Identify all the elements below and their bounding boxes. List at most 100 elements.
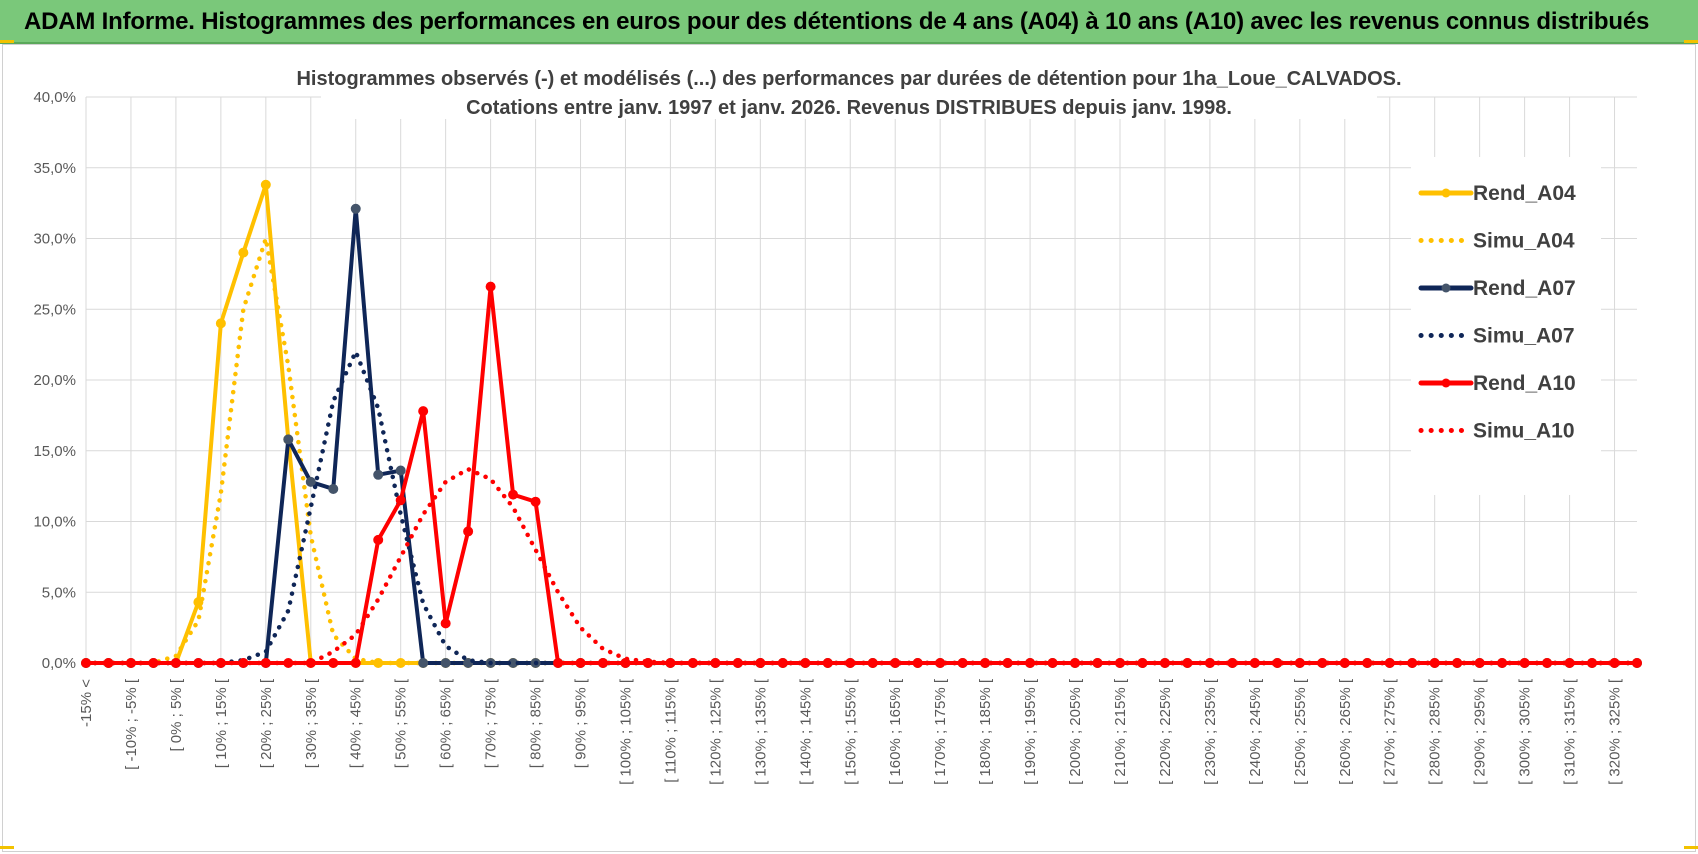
series-line-rend_a04 [84, 182, 1639, 665]
y-tick-label: 30,0% [33, 231, 76, 248]
y-tick-label: 0,0% [42, 655, 76, 672]
data-point-rend_a07 [328, 483, 339, 494]
title-background [321, 61, 1377, 119]
y-tick-label: 40,0% [33, 89, 76, 106]
corner-marker [0, 40, 14, 43]
x-tick-label: -15% < [78, 679, 95, 727]
legend-label: Simu_A07 [1473, 325, 1575, 348]
x-tick-label: [ 30% ; 35% [ [303, 678, 320, 768]
data-point-rend_a10 [485, 281, 496, 292]
x-tick-label: [ 300% ; 305% [ [1517, 678, 1534, 785]
data-point-rend_a07 [373, 469, 384, 480]
legend-background [1411, 157, 1601, 495]
data-point-rend_a10 [328, 658, 339, 668]
legend-label: Rend_A10 [1473, 372, 1576, 395]
x-tick-label: [ 230% ; 235% [ [1202, 678, 1219, 785]
x-tick-label: [ 110% ; 115% [ [662, 678, 679, 783]
x-tick-label: [ 250% ; 255% [ [1292, 678, 1309, 785]
data-point-rend_a10 [463, 526, 474, 537]
data-point-rend_a07 [283, 434, 294, 445]
y-tick-label: 15,0% [33, 443, 76, 460]
corner-marker [0, 846, 14, 849]
x-tick-label: [ 80% ; 85% [ [528, 678, 545, 768]
x-tick-label: [ 160% ; 165% [ [887, 678, 904, 785]
series-line-simu_a07 [83, 349, 1640, 666]
report-banner: ADAM Informe. Histogrammes des performan… [0, 0, 1698, 44]
data-point-rend_a10 [575, 658, 586, 668]
x-tick-label: [ -10% ; -5% [ [123, 678, 140, 770]
chart-title: Histogrammes observés (-) et modélisés (… [296, 68, 1401, 90]
x-tick-label: [ 50% ; 55% [ [393, 678, 410, 768]
y-tick-label: 35,0% [33, 160, 76, 177]
y-tick-label: 5,0% [42, 584, 76, 601]
x-tick-label: [ 10% ; 15% [ [213, 678, 230, 768]
x-tick-label: [ 70% ; 75% [ [483, 678, 500, 768]
chart-title-block: Histogrammes observés (-) et modélisés (… [296, 61, 1402, 119]
x-tick-label: [ 270% ; 275% [ [1382, 678, 1399, 785]
x-axis: -15% < [ -10% ; -5% [ [ 0% ; 5% [ [ 10% ; 1… [78, 678, 1624, 785]
series-line-rend_a10 [84, 284, 1639, 665]
data-point-rend_a07 [395, 465, 406, 476]
data-point-rend_a10 [508, 489, 519, 500]
y-tick-label: 25,0% [33, 301, 76, 318]
corner-marker [1684, 40, 1698, 43]
data-point-rend_a07 [350, 203, 361, 214]
legend-marker [1441, 188, 1451, 198]
data-point-rend_a04 [238, 247, 249, 258]
legend: Rend_A04 Simu_A04 Rend_A07 Simu_A07 Rend_A10… [1411, 157, 1601, 495]
data-point-rend_a10 [553, 658, 564, 668]
series-line-rend_a07 [84, 206, 1639, 665]
legend-marker [1441, 283, 1451, 293]
y-tick-label: 20,0% [33, 372, 76, 389]
series-line-simu_a10 [83, 466, 1640, 666]
x-tick-label: [ 310% ; 315% [ [1562, 678, 1579, 785]
data-point-rend_a10 [418, 406, 429, 417]
x-tick-label: [ 320% ; 325% [ [1607, 678, 1624, 785]
data-point-rend_a10 [440, 618, 451, 629]
x-tick-label: [ 120% ; 125% [ [707, 678, 724, 785]
x-tick-label: [ 0% ; 5% [ [168, 678, 185, 751]
x-tick-label: [ 180% ; 185% [ [977, 678, 994, 785]
y-axis: 0,0% 5,0% 10,0% 15,0% 20,0% 25,0% 30,0% 35,0% 40… [33, 89, 76, 672]
series-lines [81, 179, 1642, 668]
x-tick-label: [ 280% ; 285% [ [1427, 678, 1444, 785]
x-tick-label: [ 140% ; 145% [ [797, 678, 814, 785]
x-tick-label: [ 20% ; 25% [ [258, 678, 275, 768]
data-point-rend_a07 [440, 658, 451, 668]
x-tick-label: [ 60% ; 65% [ [438, 678, 455, 768]
chart-area: 0,0% 5,0% 10,0% 15,0% 20,0% 25,0% 30,0% 35,0% 40… [2, 44, 1696, 852]
data-point-rend_a07 [305, 476, 316, 487]
data-point-rend_a04 [215, 318, 226, 329]
x-tick-label: [ 220% ; 225% [ [1157, 678, 1174, 785]
x-tick-label: [ 100% ; 105% [ [617, 678, 634, 785]
x-tick-label: [ 260% ; 265% [ [1337, 678, 1354, 785]
legend-label: Simu_A04 [1473, 230, 1575, 253]
legend-marker [1441, 378, 1451, 388]
x-tick-label: [ 90% ; 95% [ [573, 678, 590, 768]
x-tick-label: [ 240% ; 245% [ [1247, 678, 1264, 785]
data-point-rend_a10 [373, 534, 384, 545]
x-tick-label: [ 40% ; 45% [ [348, 678, 365, 768]
legend-label: Rend_A07 [1473, 277, 1576, 300]
data-point-rend_a10 [530, 496, 541, 507]
data-point-rend_a07 [418, 658, 429, 668]
x-tick-label: [ 190% ; 195% [ [1022, 678, 1039, 785]
gridlines [85, 96, 1637, 664]
legend-label: Rend_A04 [1473, 182, 1576, 205]
x-tick-label: [ 170% ; 175% [ [932, 678, 949, 785]
data-point-rend_a10 [395, 495, 406, 506]
x-tick-label: [ 210% ; 215% [ [1112, 678, 1129, 785]
report-title: ADAM Informe. Histogrammes des performan… [24, 8, 1650, 35]
data-point-rend_a10 [598, 658, 608, 668]
legend-label: Simu_A10 [1473, 420, 1575, 443]
x-tick-label: [ 200% ; 205% [ [1067, 678, 1084, 785]
x-tick-label: [ 150% ; 155% [ [842, 678, 859, 785]
data-point-rend_a10 [350, 658, 361, 668]
histogram-chart: 0,0% 5,0% 10,0% 15,0% 20,0% 25,0% 30,0% 35,0% 40… [33, 61, 1642, 785]
chart-subtitle: Cotations entre janv. 1997 et janv. 2026… [466, 97, 1232, 119]
y-tick-label: 10,0% [33, 514, 76, 531]
x-tick-label: [ 130% ; 135% [ [752, 678, 769, 785]
x-tick-label: [ 290% ; 295% [ [1472, 678, 1489, 785]
data-point-rend_a04 [260, 179, 271, 190]
corner-marker [1684, 846, 1698, 849]
